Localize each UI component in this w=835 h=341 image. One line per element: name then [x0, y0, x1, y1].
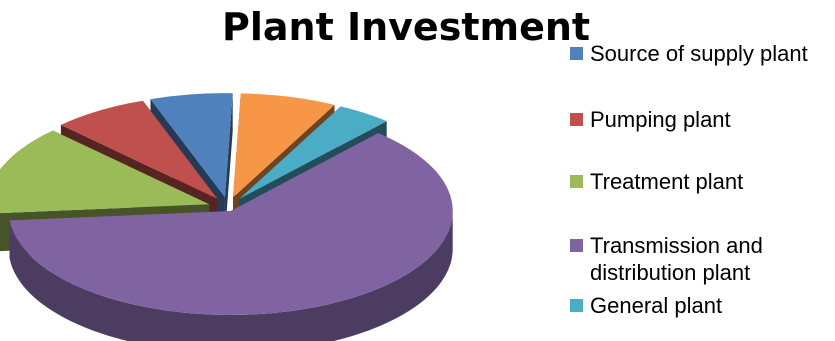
legend-swatch — [570, 113, 583, 126]
pie-slice-top — [60, 100, 218, 199]
legend-item: Source of supply plant — [570, 40, 830, 67]
legend-label: General plant — [590, 293, 723, 318]
legend-swatch — [570, 175, 583, 188]
legend-swatch — [570, 299, 583, 312]
pie-slice-top — [239, 106, 387, 199]
pie-slice-side — [9, 210, 453, 341]
legend-item: Treatment plant — [570, 168, 830, 195]
legend-item: Transmission and distribution plant — [570, 232, 830, 286]
legend-item: Pumping plant — [570, 106, 830, 133]
legend-item: General plant — [570, 292, 830, 319]
legend-swatch — [570, 47, 583, 60]
chart-title: Plant Investment — [222, 5, 591, 49]
pie-slice-top — [150, 93, 233, 198]
legend-swatch — [570, 239, 583, 252]
legend-label: Treatment plant — [590, 169, 744, 194]
legend-label: Transmission and distribution plant — [590, 233, 763, 285]
legend-label: Source of supply plant — [590, 41, 808, 66]
legend-label: Pumping plant — [590, 107, 731, 132]
pie-slice-3 — [9, 133, 453, 341]
pie-slice-wall — [224, 93, 233, 236]
pie-slice-top — [233, 93, 335, 198]
pie-slice-top — [0, 130, 210, 214]
pie-slice-top — [9, 133, 453, 315]
